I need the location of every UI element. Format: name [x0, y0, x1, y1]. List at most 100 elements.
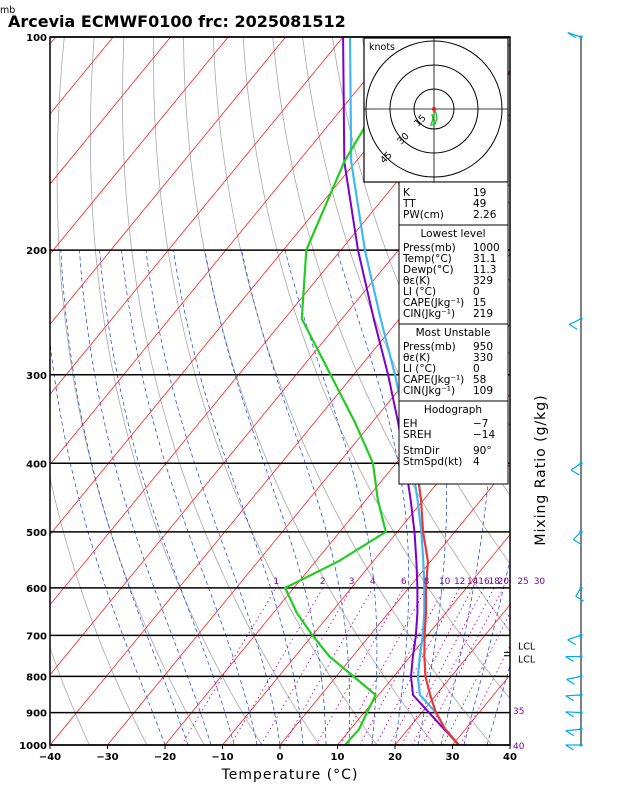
index-label: LI (°C) — [403, 363, 436, 375]
index-label: Dewp(°C) — [403, 264, 454, 276]
pressure-tick-label: 800 — [26, 672, 47, 683]
mixing-ratio-label: 3 — [349, 577, 355, 587]
moist-adiabat — [204, 250, 327, 745]
index-label: CIN(Jkg⁻¹) — [403, 308, 455, 320]
mixing-ratio-label: 12 — [454, 577, 465, 587]
pressure-tick-label: 200 — [26, 246, 47, 257]
index-value: 4 — [473, 456, 480, 468]
background-lines — [50, 37, 618, 745]
storm-motion-marker — [431, 106, 437, 112]
section-title: Hodograph — [424, 404, 482, 416]
wind-point — [579, 711, 583, 715]
index-value: 19 — [473, 187, 486, 199]
index-value: 0 — [473, 286, 480, 298]
pressure-tick-label: 100 — [26, 33, 47, 44]
index-value: −7 — [473, 418, 488, 430]
mixing-ratio-label: 6 — [401, 577, 407, 587]
mixing-ratio-label: 18 — [488, 577, 500, 587]
mixing-ratio-label: 10 — [439, 577, 451, 587]
moist-adiabat — [121, 250, 258, 745]
isotherm — [50, 37, 459, 536]
x-axis-label: Temperature (°C) — [221, 767, 359, 783]
index-value: 58 — [473, 374, 486, 386]
mixing-ratio-label: 1 — [273, 577, 279, 587]
isotherm — [50, 37, 229, 255]
index-value: 950 — [473, 341, 493, 353]
dry-adiabat — [511, 37, 618, 745]
isotherm — [337, 534, 510, 745]
index-label: TT — [402, 198, 416, 210]
index-label: CIN(Jkg⁻¹) — [403, 385, 455, 397]
index-label: θε(K) — [403, 275, 430, 287]
index-value: 49 — [473, 198, 486, 210]
wind-barb-flag — [570, 469, 580, 476]
index-label: PW(cm) — [403, 209, 444, 221]
index-value: 31.1 — [473, 253, 496, 265]
dry-adiabat — [153, 37, 378, 745]
index-value: 11.3 — [473, 264, 496, 276]
index-value: 329 — [473, 275, 493, 287]
moist-adiabat — [172, 250, 304, 745]
wind-barb-flag — [572, 538, 582, 546]
index-value: 0 — [473, 363, 480, 375]
pressure-unit-label: mb — [0, 5, 15, 16]
wind-barb-staff — [565, 694, 582, 697]
dry-adiabat — [600, 37, 618, 745]
hodograph-trace — [429, 108, 438, 127]
index-value: 219 — [473, 308, 493, 320]
pressure-tick-label: 500 — [26, 528, 47, 539]
wind-barb-staff — [568, 318, 582, 325]
dewpoint-line — [284, 37, 419, 745]
isotherm — [50, 37, 171, 185]
index-label: StmSpd(kt) — [403, 456, 462, 468]
x-tick-label: −30 — [96, 752, 118, 763]
indices-frame — [398, 181, 509, 485]
mixing-ratio-line — [230, 587, 324, 745]
moist-adiabat — [241, 250, 351, 745]
isotherm — [107, 253, 510, 745]
lcl-label: LCL — [518, 655, 536, 666]
index-label: Press(mb) — [403, 341, 456, 353]
index-value: 109 — [473, 385, 493, 397]
index-value: 1000 — [473, 242, 500, 254]
mixing-ratio-label: 2 — [320, 577, 326, 587]
wind-barb-flag — [568, 323, 578, 330]
mixing-ratio-label: 16 — [478, 577, 490, 587]
moist-adiabat — [486, 664, 510, 745]
moist-adiabat — [440, 250, 492, 745]
index-label: EH — [403, 418, 418, 430]
wind-barb-staff — [565, 711, 582, 714]
index-value: 330 — [473, 352, 493, 364]
pressure-tick-label: 400 — [26, 459, 47, 470]
wind-barb-flag — [565, 656, 574, 663]
x-axis-ticks: −40 −30 −20 −10 0 10 20 30 40 — [39, 745, 517, 763]
x-tick-label: 10 — [331, 752, 345, 763]
wind-barb-flag — [565, 730, 575, 737]
hodograph-frame — [363, 37, 509, 183]
mixing-ratio-line — [442, 612, 510, 745]
pressure-tick-label: 600 — [26, 584, 47, 595]
wind-barb-flag — [565, 711, 574, 718]
index-value: 2.26 — [473, 209, 497, 221]
mixing-ratio-line — [340, 587, 427, 745]
x-tick-label: 30 — [446, 752, 460, 763]
index-label: CAPE(Jkg⁻¹) — [403, 374, 464, 386]
pressure-tick-label: 900 — [26, 709, 47, 720]
index-value: −14 — [473, 429, 495, 441]
mixing-ratio-line — [181, 587, 277, 745]
moist-adiabat — [60, 250, 189, 745]
wind-barb-flag — [567, 639, 576, 646]
moist-adiabat — [50, 339, 166, 745]
mixing-ratio-label: 4 — [370, 577, 376, 587]
wind-barb-staff — [570, 462, 582, 471]
dry-adiabat — [571, 37, 618, 745]
right-isotherm-label: 40 — [513, 742, 525, 752]
isotherm — [50, 183, 510, 745]
x-tick-label: 0 — [277, 752, 284, 763]
wind-barb-staff — [575, 587, 582, 597]
isotherm — [222, 393, 510, 745]
index-label: LI (°C) — [403, 286, 436, 298]
wind-profile — [565, 32, 585, 751]
wind-barb-flag — [565, 695, 574, 702]
index-label: θε(K) — [403, 352, 430, 364]
